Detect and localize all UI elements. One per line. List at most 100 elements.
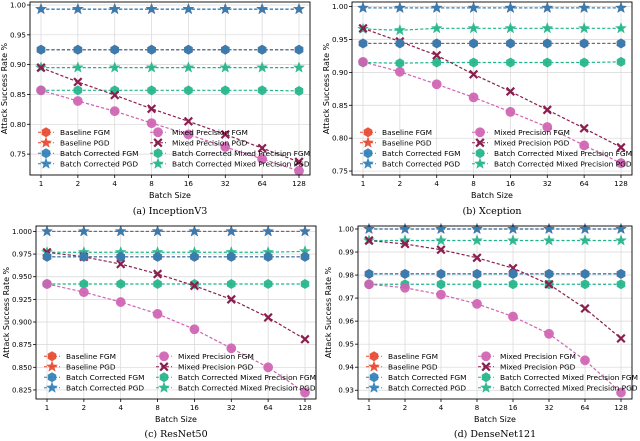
chart-1-series-8 <box>34 61 306 73</box>
chart-2-series-4-point-5 <box>504 1 517 14</box>
chart-3-legend-label-7: Batch Corrected Mixed Precision FGM <box>178 373 316 382</box>
chart-4-xtick-label-0: 1 <box>367 404 371 412</box>
chart-2-series-5-point-2 <box>394 66 405 77</box>
chart-1-series-7-point-7 <box>257 85 267 96</box>
chart-2-series-5-point-7 <box>579 140 590 151</box>
chart-4-legend-marker-6 <box>481 362 491 372</box>
chart-4-xtick-label-5: 32 <box>545 404 554 412</box>
chart-4-series-7-point-4 <box>472 279 482 290</box>
chart-4-legend-marker-7 <box>481 372 491 383</box>
chart-4-series-5-point-1 <box>364 279 374 290</box>
chart-3-series-7-point-2 <box>79 279 89 289</box>
chart-2-ytick-label-4: 0.95 <box>332 35 348 44</box>
chart-2-legend-marker-5 <box>475 127 485 138</box>
chart-2-series-3-point-2 <box>395 38 405 49</box>
chart-3-legend-label-1: Baseline FGM <box>66 352 116 361</box>
chart-4-ytick-label-5: 0.98 <box>338 272 354 280</box>
chart-1-axes-frame <box>29 1 311 176</box>
chart-1-legend-marker-8 <box>151 157 165 169</box>
chart-2-legend-marker-8 <box>473 157 487 169</box>
chart-2-series-5-point-3 <box>431 79 442 90</box>
chart-4-series-5-point-4 <box>472 298 482 309</box>
chart-2-series-8-point-2 <box>393 23 406 36</box>
chart-panel-4: 0.93 0.94 0.95 0.96 0.97 0.98 0.99 1.00 1 2 4 8 16 32… <box>324 222 638 440</box>
chart-3-series-4-point-5 <box>188 225 201 237</box>
chart-2-series-6-point-4 <box>468 69 479 79</box>
chart-2-xtick-label-0: 1 <box>361 179 366 188</box>
chart-3-series-3-point-3 <box>116 251 125 262</box>
chart-3-legend-marker-1 <box>47 351 57 362</box>
chart-3-series-7-point-4 <box>153 279 162 289</box>
chart-2-series-4-point-4 <box>467 1 480 14</box>
chart-2-series-6-point-1 <box>358 23 368 33</box>
chart-2-ylabel: Attack Success Rate % <box>322 42 331 134</box>
chart-2-series-4-point-6 <box>541 1 554 14</box>
chart-1-legend-marker-7 <box>153 148 163 159</box>
chart-1-series-6-point-3 <box>110 90 120 100</box>
chart-2-series-5-point-8 <box>616 158 626 169</box>
chart-1-legend-marker-3 <box>41 148 51 159</box>
chart-3-xtick-label-2: 4 <box>118 404 123 412</box>
chart-2-legend-label-5: Mixed Precision FGM <box>494 128 570 137</box>
chart-1-series-8-point-8 <box>292 61 306 73</box>
chart-2-xtick-label-2: 4 <box>434 179 439 188</box>
chart-1-legend-marker-6 <box>153 138 163 148</box>
chart-4-series-4-point-3 <box>434 222 448 235</box>
chart-4-xtick-label-3: 8 <box>475 404 479 412</box>
chart-2-series-4-point-7 <box>578 1 591 14</box>
chart-3-series-4-point-7 <box>262 225 275 237</box>
chart-1-caption: (a) InceptionV3 <box>133 206 208 217</box>
chart-2-series-8-point-6 <box>541 21 554 34</box>
chart-2-series-5-point-4 <box>468 92 479 103</box>
chart-2-legend-label-8: Batch Corrected Mixed Precision PGD <box>494 160 632 169</box>
chart-3-series-4 <box>40 225 312 237</box>
chart-3-xtick-label-6: 64 <box>264 404 273 412</box>
chart-4-xtick-label-4: 16 <box>509 404 518 412</box>
chart-2-series-7-point-3 <box>432 57 442 68</box>
chart-4-series-3-point-4 <box>472 268 482 279</box>
chart-3-series-7-point-7 <box>263 279 273 289</box>
chart-2-ytick-label-0: 0.75 <box>332 167 348 176</box>
chart-1-xtick-label-3: 8 <box>149 179 154 188</box>
chart-4-series-5-point-3 <box>436 289 446 300</box>
chart-4-series-8-point-5 <box>506 234 520 246</box>
chart-1-legend-marker-2 <box>39 136 53 148</box>
chart-4-series-4-point-8 <box>614 222 628 235</box>
chart-4-series-3-point-6 <box>544 268 554 279</box>
chart-3-ytick-label-4: 0.925 <box>12 296 32 304</box>
chart-1-ytick-label-5: 1.00 <box>10 0 26 9</box>
chart-2-series-6-point-5 <box>505 86 516 97</box>
chart-2-series-8-point-7 <box>578 21 591 34</box>
chart-1-legend-label-4: Batch Corrected PGD <box>60 160 138 169</box>
chart-3-series-3-point-4 <box>153 251 162 262</box>
chart-2-series-7-point-2 <box>395 58 405 69</box>
chart-4-series-5-point-2 <box>400 282 410 293</box>
chart-1-series-7-point-6 <box>221 85 230 96</box>
chart-3-series-3-point-8 <box>300 251 310 262</box>
chart-3-xtick-label-4: 16 <box>190 404 199 412</box>
chart-4-xtick-label-1: 2 <box>403 404 407 412</box>
chart-3-series-6-point-8 <box>300 334 310 344</box>
chart-3-ytick-label-6: 0.975 <box>12 251 32 259</box>
chart-1-xtick-label-5: 32 <box>221 179 230 188</box>
chart-2-xlabel: Batch Size <box>471 191 513 200</box>
chart-3-xtick-label-7: 128 <box>298 404 311 412</box>
chart-4-series-6-point-2 <box>400 239 410 249</box>
chart-4-series-5-point-8 <box>616 387 626 398</box>
chart-2-ytick-label-2: 0.85 <box>332 101 348 110</box>
chart-1-series-6-line <box>40 67 300 163</box>
chart-1-series-8-point-5 <box>182 61 195 73</box>
chart-1-series-7-point-8 <box>294 85 304 96</box>
chart-2-xtick-label-1: 2 <box>398 179 403 188</box>
chart-3-series-3 <box>42 251 310 262</box>
chart-2-series-6-point-3 <box>432 50 442 60</box>
chart-4-legend-label-4: Batch Corrected PGD <box>388 384 466 393</box>
chart-1-series-5-line <box>40 89 300 172</box>
chart-3-series-5-point-1 <box>42 279 52 289</box>
chart-panel-2: 0.75 0.80 0.85 0.90 0.95 1.00 1 2 4 8 16 32 64 128 Bat… <box>322 1 633 217</box>
chart-1-series-4 <box>34 2 306 15</box>
chart-2-series-7-point-6 <box>542 57 552 68</box>
chart-2-series-5-point-1 <box>358 56 368 67</box>
chart-1-series-6 <box>36 63 304 167</box>
